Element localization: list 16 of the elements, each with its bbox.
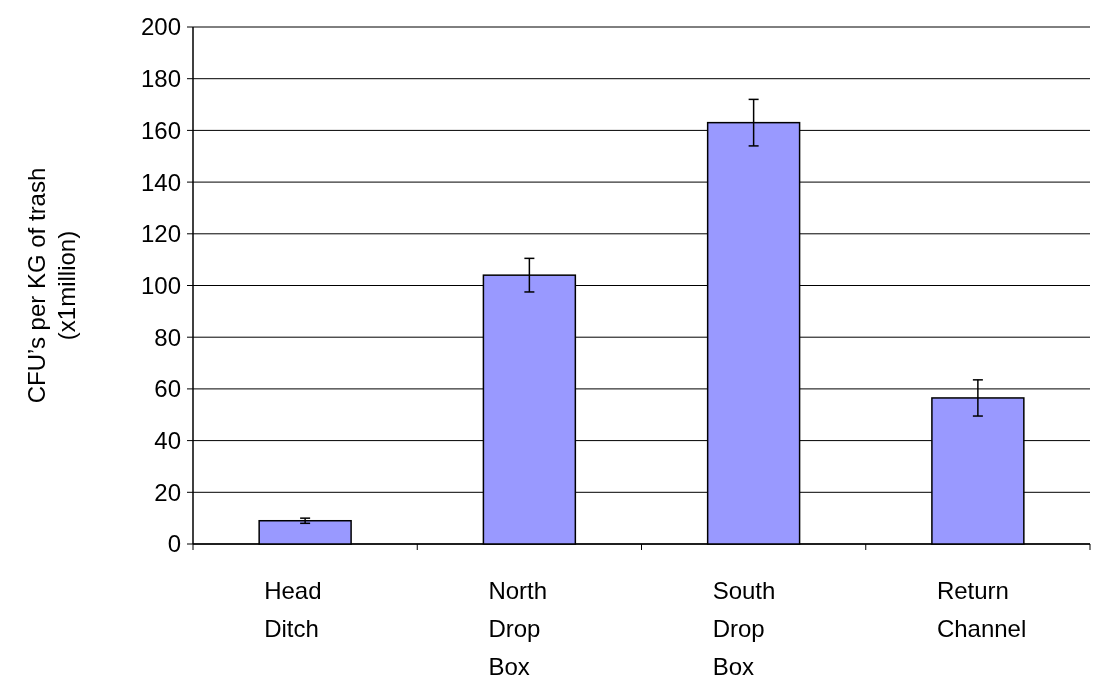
y-tick-label: 80 [154,323,181,351]
y-tick-label: 180 [140,65,181,93]
y-tick-label: 60 [154,375,181,403]
x-tick-label: North Drop Box [488,577,548,677]
y-tick-label: 160 [140,116,181,144]
y-tick-label: 40 [154,427,181,454]
y-tick-label: 120 [140,220,181,248]
y-tick-label: 0 [167,530,181,558]
y-axis-title: CFU’s per KG of trash (x1million) [23,167,80,404]
y-tick-label: 140 [140,168,181,196]
y-tick-label: 200 [140,13,181,41]
y-tick-label: 20 [154,478,181,506]
x-tick-label: Head Ditch [264,577,322,642]
y-tick-label: 100 [140,271,181,299]
x-tick-label: Return Channel [936,577,1027,642]
x-tick-label: South Drop Box [712,577,776,677]
